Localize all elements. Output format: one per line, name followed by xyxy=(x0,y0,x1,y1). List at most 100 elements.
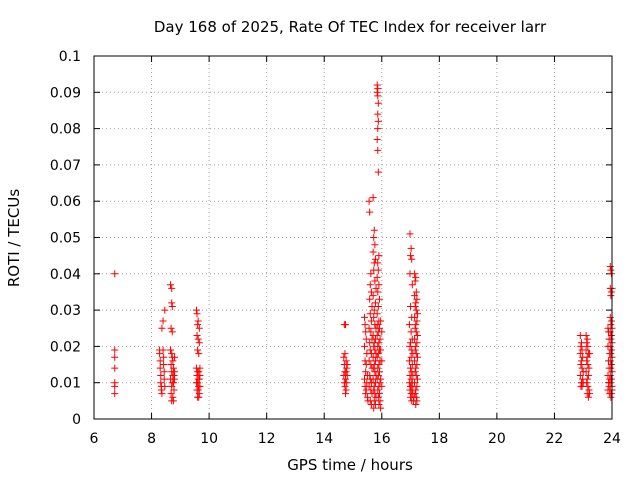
data-point xyxy=(194,379,202,387)
data-point xyxy=(607,346,615,354)
data-point xyxy=(378,382,386,390)
data-point xyxy=(607,361,615,369)
data-point xyxy=(374,125,382,133)
data-point xyxy=(607,317,615,325)
data-point xyxy=(168,299,176,307)
data-point xyxy=(366,295,374,303)
data-point xyxy=(607,288,615,296)
data-point xyxy=(370,313,378,321)
data-point xyxy=(413,361,421,369)
data-point xyxy=(412,288,420,296)
data-point xyxy=(411,313,419,321)
data-point xyxy=(411,390,419,398)
data-point xyxy=(371,255,379,263)
data-point xyxy=(369,248,377,256)
data-point xyxy=(366,208,374,216)
data-point xyxy=(374,386,382,394)
data-point xyxy=(371,277,379,285)
data-point xyxy=(413,310,421,318)
data-point xyxy=(375,368,383,376)
data-point xyxy=(373,273,381,281)
data-point xyxy=(158,324,166,332)
data-point xyxy=(171,353,179,361)
data-point xyxy=(413,317,421,325)
data-point xyxy=(159,346,167,354)
data-point xyxy=(361,342,369,350)
data-point xyxy=(111,346,119,354)
data-point xyxy=(578,364,586,372)
data-point xyxy=(167,346,175,354)
data-point xyxy=(413,339,421,347)
data-point xyxy=(193,332,201,340)
data-point xyxy=(160,368,168,376)
data-point xyxy=(161,306,169,314)
data-point xyxy=(583,375,591,383)
data-point xyxy=(374,342,382,350)
data-point xyxy=(584,371,592,379)
data-point xyxy=(583,379,591,387)
data-point xyxy=(607,379,615,387)
data-point xyxy=(370,306,378,314)
data-point xyxy=(167,281,175,289)
grid-lines xyxy=(94,56,612,419)
data-point xyxy=(158,390,166,398)
data-point xyxy=(375,295,383,303)
data-point xyxy=(194,346,202,354)
y-tick-label: 0.08 xyxy=(50,122,81,138)
data-point xyxy=(169,379,177,387)
data-point xyxy=(607,390,615,398)
data-point xyxy=(584,382,592,390)
data-point xyxy=(170,371,178,379)
data-point xyxy=(377,404,385,412)
y-tick-label: 0.03 xyxy=(50,303,81,319)
data-point xyxy=(412,306,420,314)
data-point xyxy=(365,357,373,365)
data-point xyxy=(576,350,584,358)
x-tick-label: 8 xyxy=(147,431,156,447)
data-point xyxy=(373,135,381,143)
x-tick-label: 24 xyxy=(603,431,621,447)
data-point xyxy=(607,364,615,372)
data-point xyxy=(407,244,415,252)
data-point xyxy=(375,390,383,398)
data-point xyxy=(167,390,175,398)
data-point xyxy=(373,332,381,340)
data-point xyxy=(375,324,383,332)
data-point xyxy=(375,400,383,408)
chart-title: Day 168 of 2025, Rate Of TEC Index for r… xyxy=(154,18,547,36)
data-point xyxy=(377,317,385,325)
data-point xyxy=(412,299,420,307)
data-point xyxy=(412,328,420,336)
data-point xyxy=(343,364,351,372)
data-point xyxy=(111,382,119,390)
data-point xyxy=(195,368,203,376)
data-point xyxy=(606,371,614,379)
data-point xyxy=(367,288,375,296)
data-point xyxy=(366,371,374,379)
data-point xyxy=(413,382,421,390)
y-axis-label: ROTI / TECUs xyxy=(5,189,23,287)
y-tick-label: 0.04 xyxy=(50,267,81,283)
data-point xyxy=(607,266,615,274)
x-tick-label: 12 xyxy=(258,431,276,447)
data-point xyxy=(169,364,177,372)
data-point xyxy=(156,364,164,372)
data-point xyxy=(342,368,350,376)
y-tick-labels: 0 0.01 0.02 0.03 0.04 0.05 0.06 0.07 0.08 0.09 0.1 xyxy=(50,49,81,428)
data-point xyxy=(374,85,382,93)
data-point xyxy=(169,397,177,405)
data-point xyxy=(413,375,421,383)
data-point xyxy=(194,317,202,325)
data-point xyxy=(371,241,379,249)
data-point xyxy=(577,342,585,350)
data-point xyxy=(167,361,175,369)
data-point xyxy=(606,313,614,321)
data-point xyxy=(367,270,375,278)
data-point xyxy=(411,335,419,343)
data-point xyxy=(340,353,348,361)
data-point xyxy=(374,259,382,267)
data-point xyxy=(585,364,593,372)
x-tick-labels: 6 8 10 12 14 16 18 20 22 24 xyxy=(90,431,621,447)
data-point xyxy=(363,393,371,401)
